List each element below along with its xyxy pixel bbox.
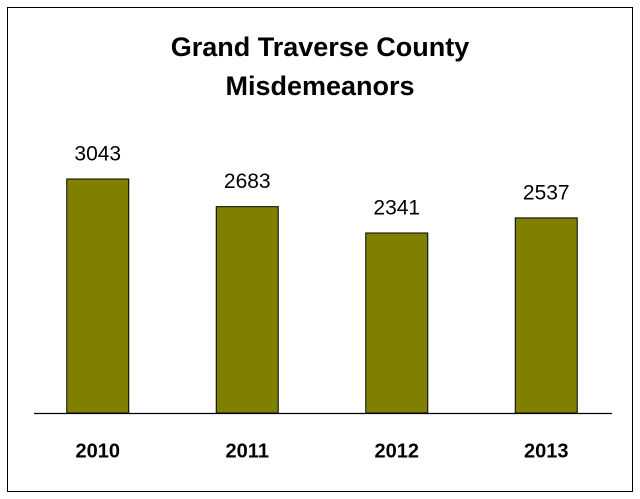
value-label: 3043 — [74, 143, 121, 166]
bar — [66, 178, 130, 414]
bar — [514, 217, 578, 414]
value-label: 2341 — [373, 197, 420, 220]
bar — [215, 206, 279, 414]
x-tick-label: 2011 — [226, 440, 269, 462]
x-tick-label: 2012 — [375, 440, 420, 462]
bar — [365, 232, 429, 414]
value-label: 2537 — [523, 181, 570, 204]
x-tick-label: 2010 — [76, 440, 121, 462]
chart-title: Grand Traverse County Misdemeanors — [170, 32, 470, 101]
value-label: 2683 — [224, 170, 271, 193]
x-tick-label: 2013 — [524, 440, 569, 462]
